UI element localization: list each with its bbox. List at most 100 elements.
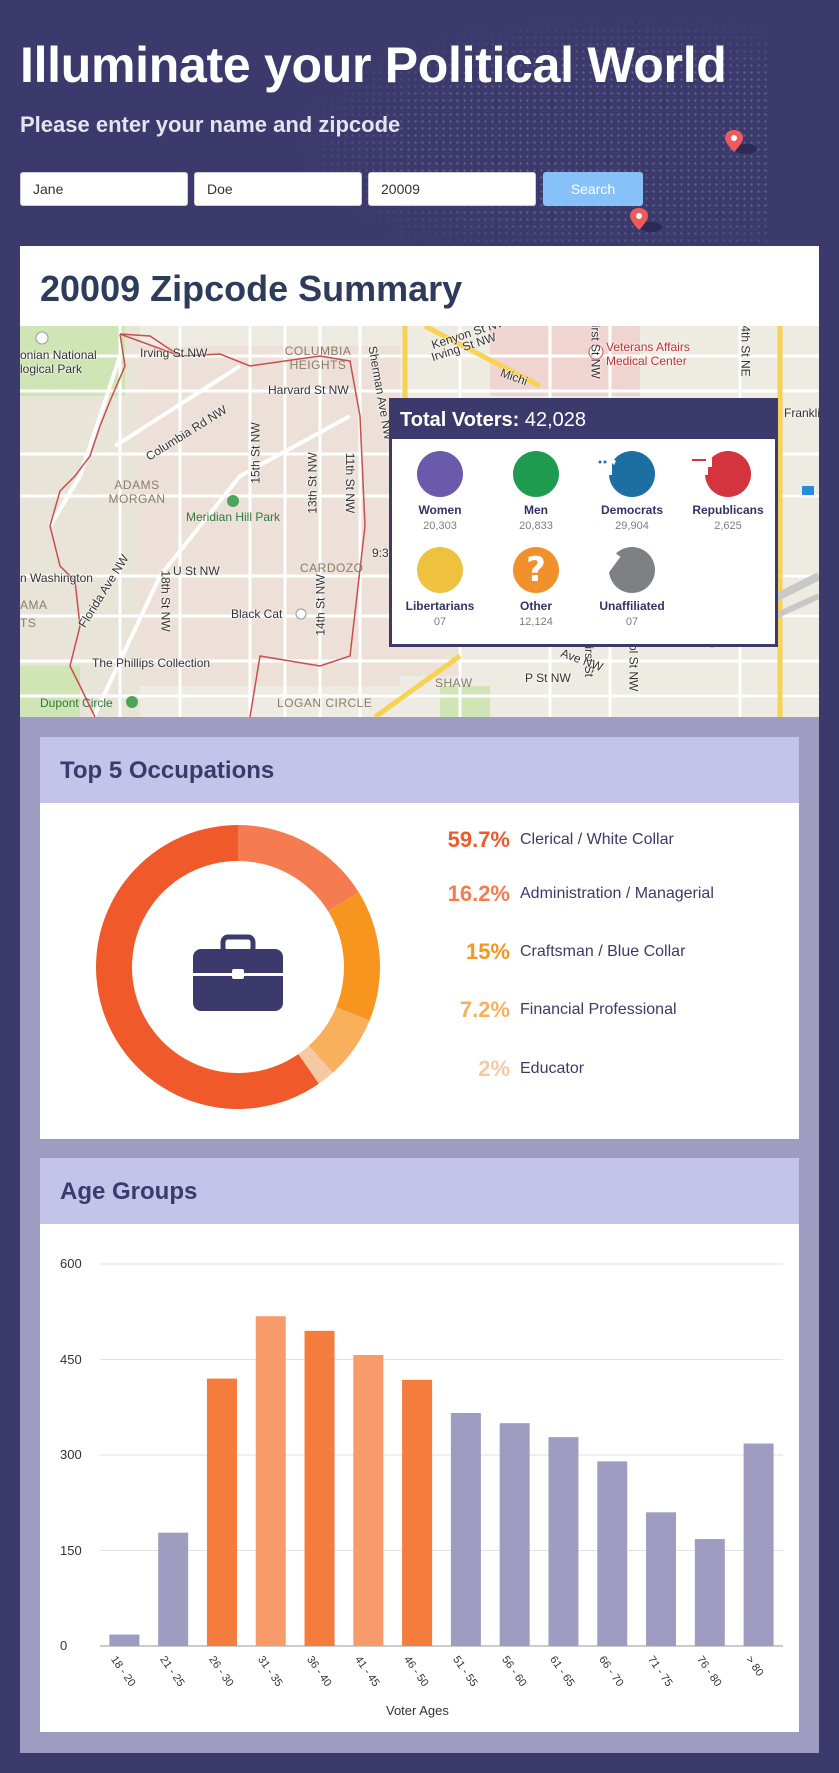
age-bar xyxy=(450,1412,481,1646)
donut-slice xyxy=(328,892,380,1021)
age-bar xyxy=(353,1355,384,1646)
map-place-label: Veterans Affairs Medical Center xyxy=(606,340,690,368)
y-tick-label: 300 xyxy=(60,1447,82,1462)
map-label: Harvard St NW xyxy=(268,383,349,397)
occupation-percent: 16.2% xyxy=(447,881,510,906)
x-axis-title: Voter Ages xyxy=(386,1703,449,1718)
map-place-label: The Phillips Collection xyxy=(92,656,211,670)
man-icon xyxy=(492,451,559,497)
total-voters-value: 42,028 xyxy=(524,409,587,431)
age-bar xyxy=(255,1316,286,1646)
voter-stat-label: Unaffiliated xyxy=(599,599,665,613)
age-bar xyxy=(597,1461,628,1646)
zipcode-summary-card: 20009 Zipcode Summary xyxy=(20,246,819,717)
first-name-input[interactable] xyxy=(20,172,188,206)
map-label: Franklin xyxy=(784,406,819,420)
voter-stat-label: Republicans xyxy=(692,503,764,517)
search-button[interactable]: Search xyxy=(543,172,643,206)
occupation-row: 16.2% Administration / Managerial xyxy=(440,879,714,909)
occupation-row: 2% Educator xyxy=(440,1054,584,1084)
map-pin-icon xyxy=(630,208,662,232)
slash-icon xyxy=(593,547,655,593)
map-place-label: n Washington xyxy=(20,571,93,585)
last-name-input[interactable] xyxy=(194,172,362,206)
occupation-label: Clerical / White Collar xyxy=(520,831,674,848)
donut-slice xyxy=(238,825,359,912)
voter-stat-value: 12,124 xyxy=(519,616,553,628)
map-graphic xyxy=(20,326,819,717)
age-bar xyxy=(499,1423,530,1646)
map-label: 4th St NE xyxy=(738,326,753,377)
map-neighborhood-label: ADAMS MORGAN xyxy=(108,478,166,506)
occupation-label: Craftsman / Blue Collar xyxy=(520,943,686,960)
map-neighborhood-label: LOGAN CIRCLE xyxy=(277,696,373,710)
map-neighborhood-label: TS xyxy=(20,616,37,630)
map-label: 14th St NW xyxy=(313,574,328,636)
occupation-label: Administration / Managerial xyxy=(520,885,714,902)
occupation-row: 59.7% Clerical / White Collar xyxy=(440,825,674,855)
age-groups-title: Age Groups xyxy=(40,1158,799,1224)
donkey-icon xyxy=(586,451,655,497)
map-place-label: Dupont Circle xyxy=(40,696,113,710)
map-place-label: 9:3 xyxy=(372,546,389,560)
occupation-percent: 59.7% xyxy=(447,827,510,852)
voter-stat-label: Democrats xyxy=(600,503,664,517)
voter-stat-unaffiliated: Unaffiliated 07 xyxy=(584,547,680,628)
voter-stat-label: Men xyxy=(524,503,548,517)
total-voters-header: Total Voters: 42,028 xyxy=(392,401,775,439)
map-place-label: Black Cat xyxy=(231,607,283,621)
voter-stat-value: 07 xyxy=(625,616,639,628)
y-tick-label: 450 xyxy=(60,1351,82,1367)
age-bar xyxy=(158,1532,189,1646)
voter-stat-women: Women 20,303 xyxy=(392,451,488,532)
voter-stat-value: 20,303 xyxy=(423,520,457,532)
voter-stat-label: Women xyxy=(418,503,462,517)
map-neighborhood-label: AMA xyxy=(20,598,48,612)
voter-stat-label: Other xyxy=(519,599,552,613)
occupation-row: 15% Craftsman / Blue Collar xyxy=(440,937,685,967)
question-icon: ? xyxy=(513,547,559,593)
occupation-percent: 2% xyxy=(478,1056,510,1081)
map-label: Irving St NW xyxy=(140,346,208,360)
y-tick-label: 600 xyxy=(60,1256,82,1271)
occupations-card: Top 5 Occupations 59.7% Clerical / White … xyxy=(40,737,799,1139)
age-bar xyxy=(694,1539,725,1646)
age-bar xyxy=(743,1443,774,1646)
voter-stat-libertarians: Libertarians 07 xyxy=(392,547,488,628)
donut-slice xyxy=(298,1045,333,1084)
age-bar xyxy=(402,1379,433,1646)
age-bar xyxy=(548,1437,579,1646)
map-label: 18th St NW xyxy=(158,570,173,632)
occupation-row: 7.2% Financial Professional xyxy=(440,995,677,1025)
map-label: 15th St NW xyxy=(248,422,263,484)
total-voters-label: Total Voters: xyxy=(400,409,520,431)
liberty-icon xyxy=(394,547,463,593)
woman-icon xyxy=(394,451,463,497)
occupations-title: Top 5 Occupations xyxy=(40,737,799,803)
map-neighborhood-label: CARDOZO xyxy=(300,561,364,575)
page-subtitle: Please enter your name and zipcode xyxy=(20,112,401,137)
voter-stat-value: 29,904 xyxy=(615,520,649,532)
world-map-dots xyxy=(300,20,770,245)
y-tick-label: 150 xyxy=(60,1542,82,1558)
zipcode-map[interactable]: Irving St NW Harvard St NW Columbia Rd N… xyxy=(20,326,819,717)
map-neighborhood-label: SHAW xyxy=(435,676,473,690)
occupation-label: Educator xyxy=(520,1060,585,1077)
elephant-icon xyxy=(682,451,751,497)
zipcode-input[interactable] xyxy=(368,172,536,206)
voter-stat-republicans: Republicans 2,625 xyxy=(680,451,776,532)
voter-stat-value: 07 xyxy=(433,616,447,628)
donut-slice xyxy=(96,825,319,1109)
map-place-label: onian National logical Park xyxy=(20,348,97,376)
map-label: 11th St NW xyxy=(343,452,358,514)
age-bar xyxy=(304,1330,335,1646)
age-bar xyxy=(206,1378,237,1646)
voter-stat-other: ? Other 12,124 xyxy=(488,547,584,628)
hero-section: Illuminate your Political World Please e… xyxy=(0,0,839,245)
age-groups-card: Age Groups 600 450 300 150 0 18 - 20 21 - 25 26… xyxy=(40,1158,799,1732)
map-label: U St NW xyxy=(173,564,220,578)
voter-stat-value: 20,833 xyxy=(519,520,553,532)
voter-stat-democrats: Democrats 29,904 xyxy=(584,451,680,532)
map-label: First St NW xyxy=(588,326,603,379)
map-label: 13th St NW xyxy=(305,452,320,514)
